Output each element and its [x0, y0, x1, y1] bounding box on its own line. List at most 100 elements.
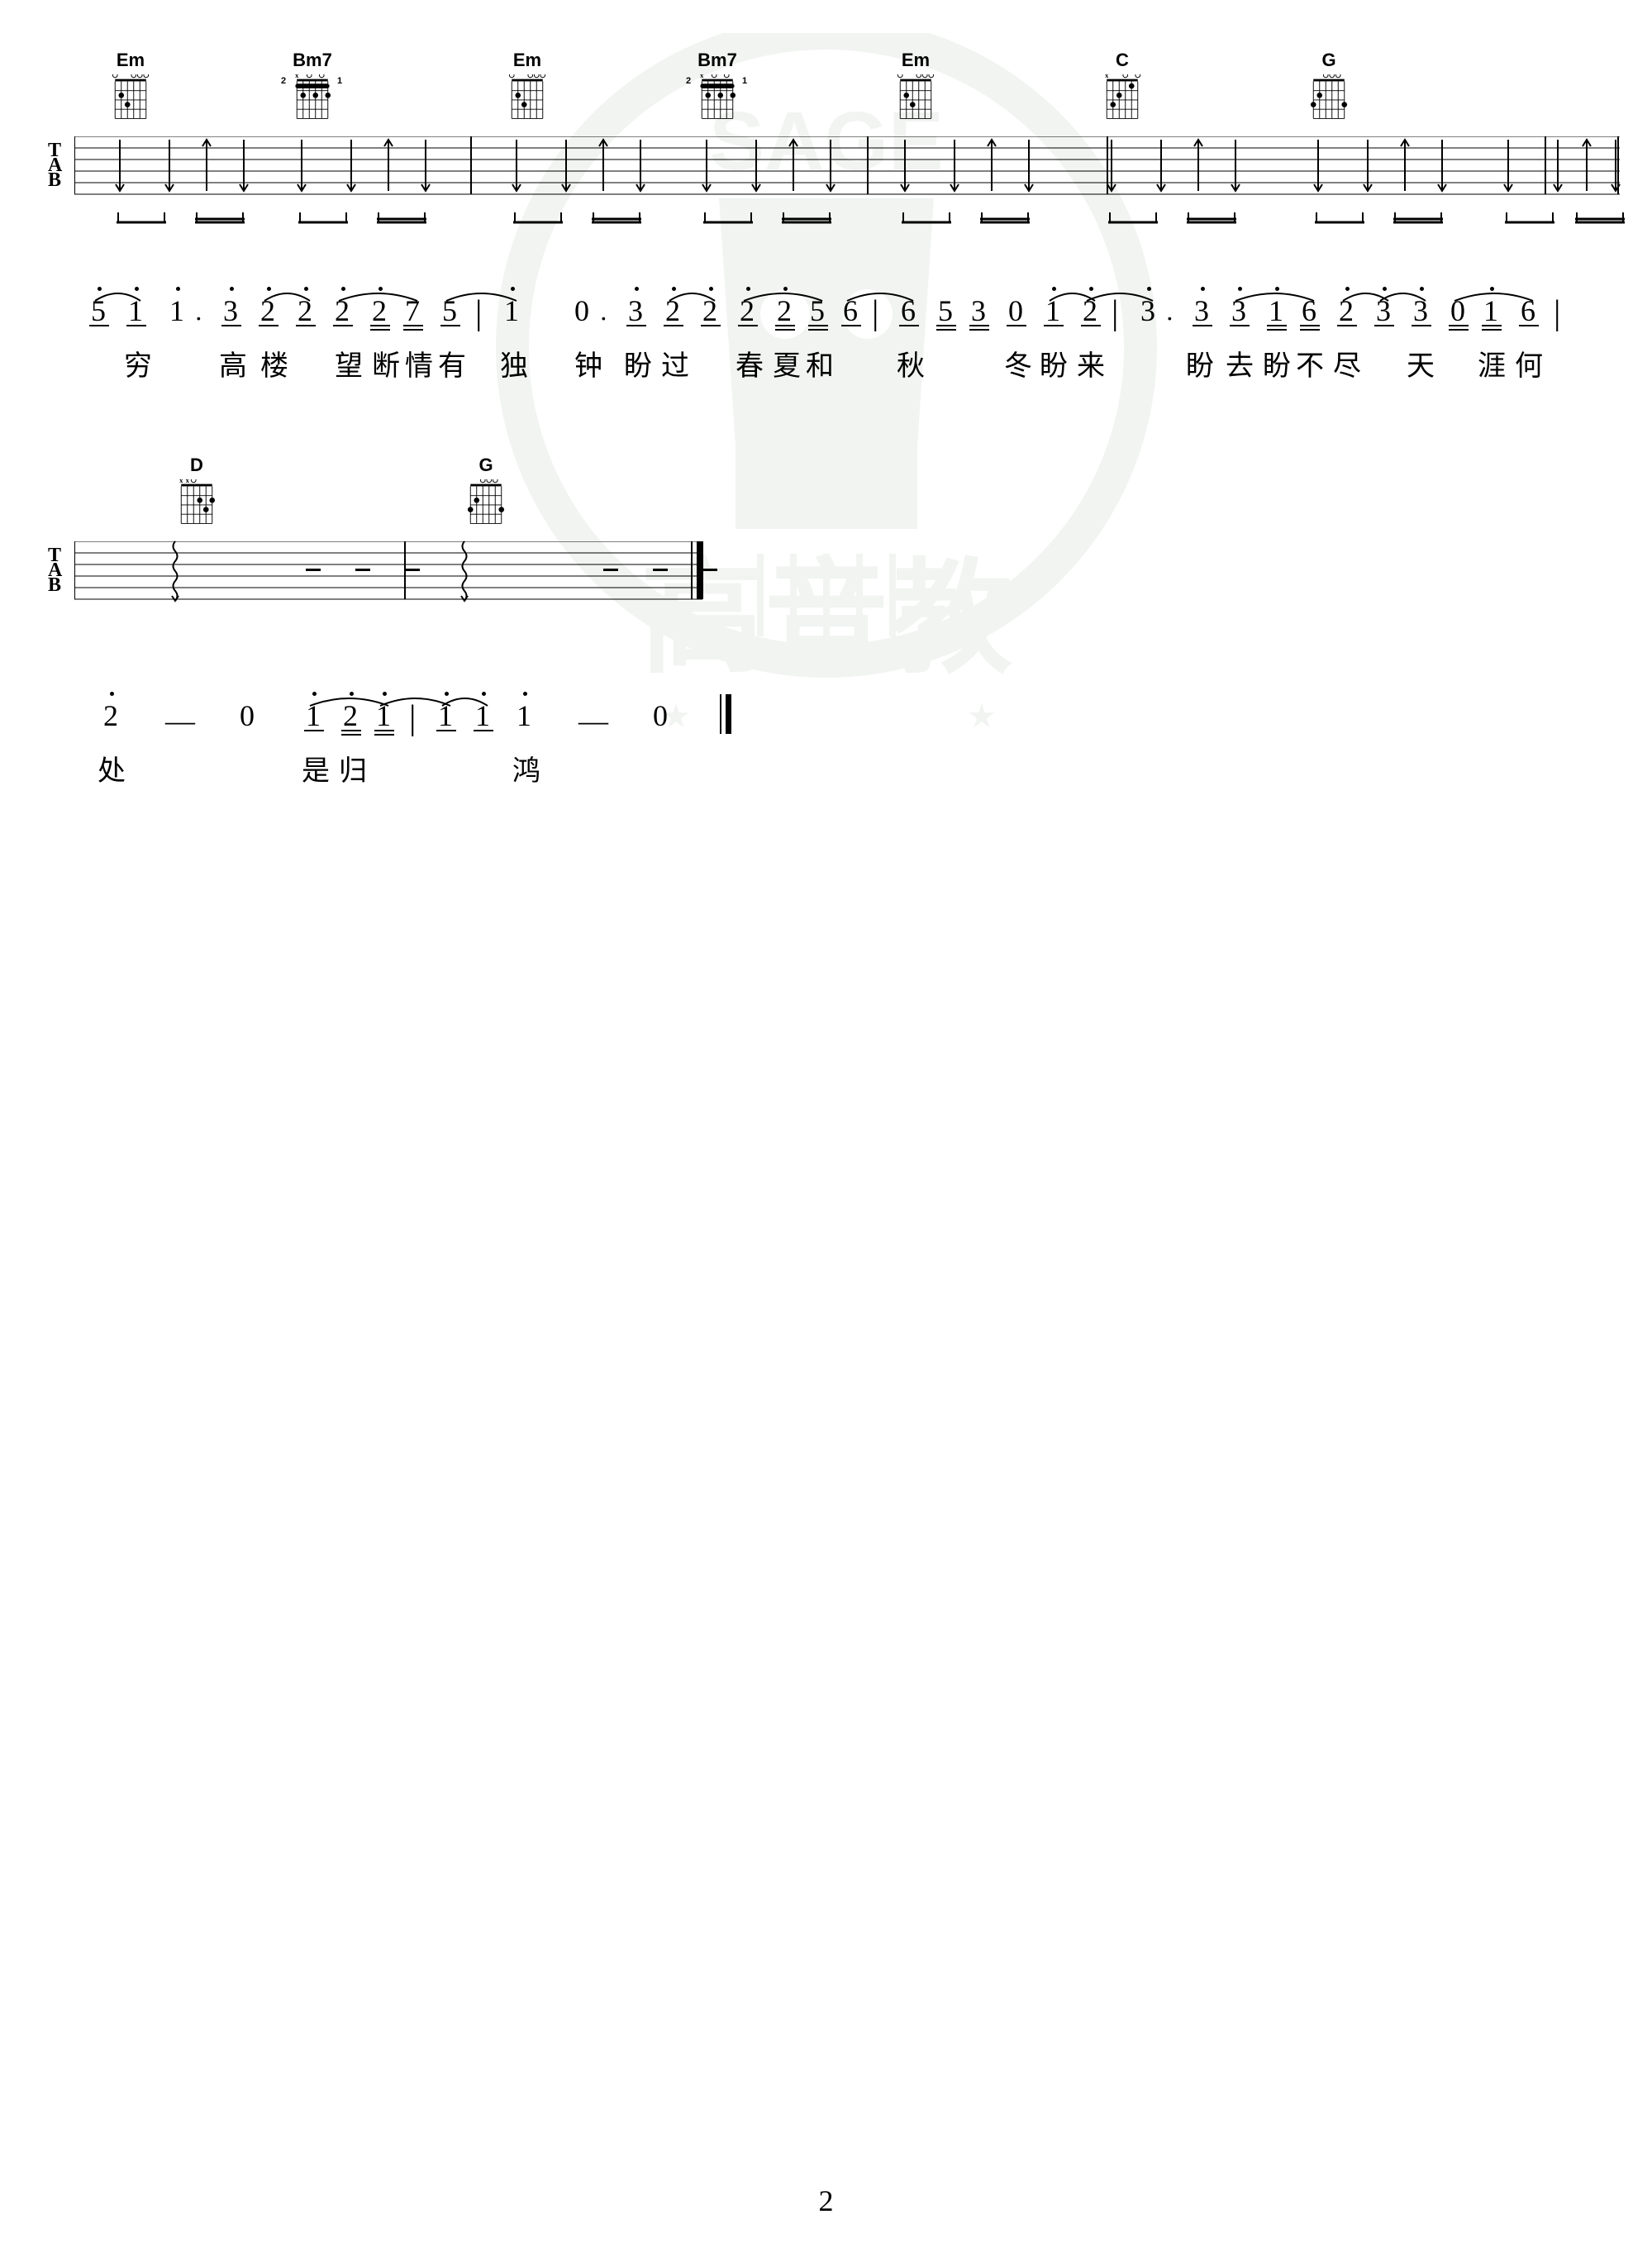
tab-staff-2: TAB	[74, 541, 727, 612]
beam-underline	[370, 325, 390, 326]
lyric-syllable: 穷	[124, 343, 152, 383]
octave-dot	[176, 287, 180, 291]
beam-underline	[333, 325, 353, 326]
beam-underline-2	[775, 329, 795, 331]
lyric-syllable: 来	[1077, 343, 1105, 383]
barline: |	[1554, 293, 1560, 333]
lyric-syllable: 处	[98, 748, 126, 788]
lyric-syllable: 不	[1296, 343, 1324, 383]
chord-diagram-c: Cx	[1099, 50, 1145, 124]
tie-slur	[442, 275, 521, 310]
beam-underline	[936, 325, 956, 326]
lyric-syllable: 归	[339, 748, 367, 788]
octave-dot	[110, 692, 114, 696]
beam-underline	[374, 730, 394, 731]
lyric-syllable: 盼	[1263, 343, 1291, 383]
rest-mark	[405, 569, 420, 571]
rest-mark	[603, 569, 618, 571]
beam-underline	[1519, 325, 1539, 326]
jianpu-note: 3	[628, 293, 643, 328]
svg-text:x: x	[295, 74, 299, 79]
lyric-syllable: 盼	[624, 343, 652, 383]
strum-arrow	[597, 136, 609, 200]
beam-underline-2	[341, 734, 361, 736]
strum-arrow	[345, 136, 357, 200]
jianpu-note: 0	[1008, 293, 1023, 328]
strum-arrow	[1399, 136, 1411, 200]
svg-text:x: x	[179, 479, 183, 484]
octave-dot	[523, 692, 527, 696]
strum-arrow	[1610, 136, 1621, 200]
strum-arrow	[1106, 136, 1117, 200]
staff-system-1: EmBm7x21EmBm7x21EmCxG TAB	[0, 50, 1652, 413]
jianpu-note: 2	[103, 698, 118, 733]
lyric-syllable: 楼	[260, 343, 288, 383]
strum-arrow	[635, 136, 646, 200]
lyric-syllable: 夏	[773, 343, 801, 383]
lyric-syllable: 独	[500, 343, 528, 383]
chord-diagram-bm7: Bm7x21	[289, 50, 336, 124]
jianpu-note: 5	[938, 293, 953, 328]
beam-underline	[969, 325, 989, 326]
strum-arrow	[788, 136, 799, 200]
beam-underline	[1412, 325, 1431, 326]
lyric-syllable: 何	[1515, 343, 1543, 383]
lyric-syllable: 断	[372, 343, 400, 383]
beam-underline	[341, 730, 361, 731]
lyric-syllable: 高	[219, 343, 247, 383]
tie-slur	[1450, 275, 1537, 310]
rest-mark	[355, 569, 370, 571]
beam-underline	[304, 730, 324, 731]
lyric-syllable: 天	[1407, 343, 1435, 383]
tie-slur	[91, 275, 145, 310]
beam-underline	[1337, 325, 1357, 326]
jianpu-dash: —	[165, 703, 195, 738]
strum-arrow	[1502, 136, 1514, 200]
jianpu-note: 1	[517, 698, 531, 733]
beam-underline-2	[1482, 329, 1502, 331]
lyric-syllable: 过	[661, 343, 689, 383]
tie-slur	[1376, 275, 1430, 310]
rest-mark	[306, 569, 321, 571]
jianpu-note: 3	[971, 293, 986, 328]
beam-underline-2	[936, 329, 956, 331]
tab-clef-label-2: TAB	[48, 548, 62, 593]
strum-arrow	[1552, 136, 1564, 200]
jianpu-note: 0	[240, 698, 255, 733]
jianpu-dash: —	[578, 703, 608, 738]
beam-underline	[474, 730, 493, 731]
strum-arrow	[296, 136, 307, 200]
strum-arrow	[560, 136, 572, 200]
tab-clef-label: TAB	[48, 143, 62, 188]
beam-underline	[221, 325, 241, 326]
beam-underline	[1193, 325, 1212, 326]
beam-underline	[1449, 325, 1469, 326]
lyric-syllable: 望	[335, 343, 363, 383]
lyric-syllable: 鸿	[512, 748, 540, 788]
beam-underline	[899, 325, 919, 326]
beam-underline	[436, 730, 456, 731]
svg-text:★: ★	[967, 698, 997, 735]
svg-text:x: x	[186, 479, 190, 484]
tie-slur	[843, 275, 917, 310]
rest-mark	[653, 569, 668, 571]
jianpu-note: 3	[1194, 293, 1209, 328]
beam-underline	[296, 325, 316, 326]
beam-underline	[701, 325, 721, 326]
strum-arrow	[1023, 136, 1035, 200]
lyric-syllable: 春	[736, 343, 764, 383]
svg-text:x: x	[700, 74, 704, 79]
strum-arrow	[383, 136, 394, 200]
beam-underline	[1374, 325, 1394, 326]
tie-slur	[1231, 275, 1318, 310]
strum-arrow	[1581, 136, 1592, 200]
beam-underline	[1230, 325, 1250, 326]
jianpu-note: 1	[169, 293, 184, 328]
octave-dot	[230, 287, 234, 291]
lyric-syllable: 尽	[1333, 343, 1361, 383]
chord-diagram-em: Em	[107, 50, 154, 124]
chord-diagram-em: Em	[504, 50, 550, 124]
strum-arrow	[114, 136, 126, 200]
strum-arrow	[949, 136, 960, 200]
octave-dot	[635, 287, 639, 291]
